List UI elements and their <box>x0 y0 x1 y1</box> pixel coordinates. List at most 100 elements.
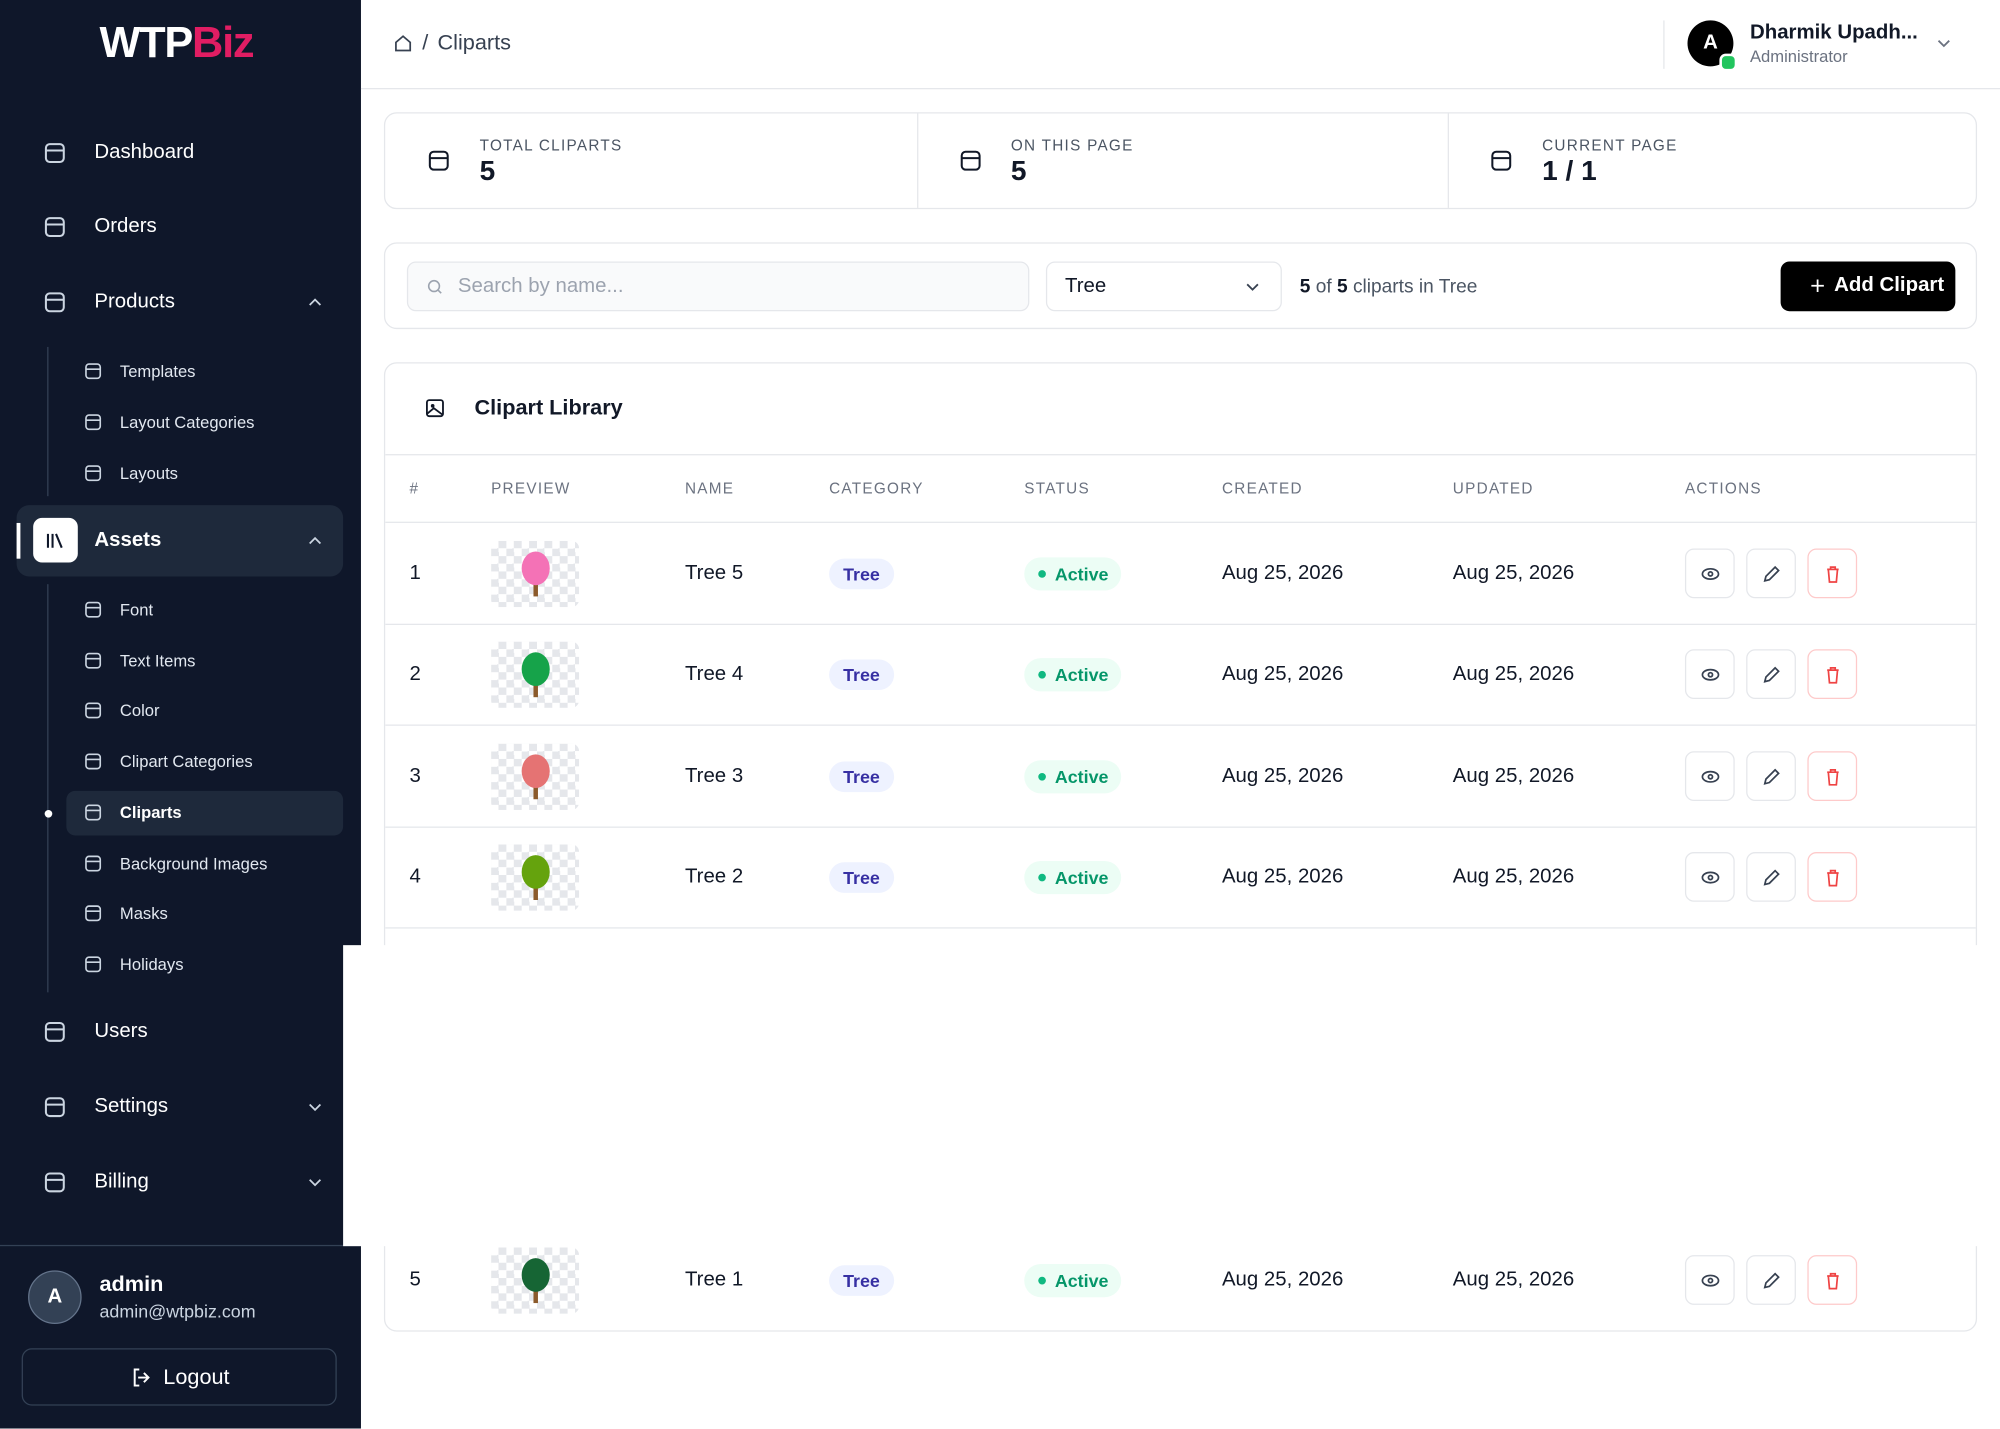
icon <box>85 753 102 770</box>
icon <box>85 363 102 380</box>
created-date: Aug 25, 2026 <box>1221 765 1344 787</box>
add-clipart-button[interactable]: Add Clipart <box>1780 261 1956 312</box>
edit-button[interactable] <box>1746 548 1796 599</box>
header-divider <box>385 521 1976 523</box>
subnav-item[interactable]: Templates <box>119 361 196 381</box>
category-select[interactable]: Tree <box>1045 261 1282 312</box>
icon <box>1491 150 1512 171</box>
result-part: of <box>1315 276 1337 298</box>
created-date: Aug 25, 2026 <box>1221 866 1344 888</box>
view-button[interactable] <box>1684 649 1735 699</box>
result-part: cliparts in Tree <box>1352 276 1478 298</box>
edit-button[interactable] <box>1746 649 1796 699</box>
column-header: # <box>409 479 420 498</box>
nav-item[interactable]: Billing <box>94 1170 149 1193</box>
icon <box>44 1021 65 1042</box>
breadcrumb-current: Cliparts <box>437 30 512 55</box>
row-divider <box>385 826 1976 828</box>
subnav-item[interactable]: Color <box>119 700 160 721</box>
clipart-name: Tree 3 <box>684 765 744 787</box>
subnav-item[interactable]: Background Images <box>119 853 268 874</box>
icon <box>85 652 102 669</box>
category-badge: Tree <box>829 558 894 590</box>
created-date: Aug 25, 2026 <box>1221 562 1344 585</box>
subnav-item[interactable]: Masks <box>119 903 168 923</box>
subnav-item[interactable]: Layout Categories <box>119 412 255 432</box>
nav-item[interactable]: Dashboard <box>94 141 195 164</box>
category-badge: Tree <box>829 862 894 893</box>
edit-button[interactable] <box>1746 1255 1796 1305</box>
view-button[interactable] <box>1684 751 1735 802</box>
view-button[interactable] <box>1684 852 1735 902</box>
icon <box>85 465 102 482</box>
icon <box>44 217 65 237</box>
icon <box>1701 668 1720 681</box>
preview-thumbnail <box>491 540 580 608</box>
status-dot <box>1038 772 1046 781</box>
logo-main: WTP <box>99 18 193 67</box>
icon <box>1827 869 1839 887</box>
icon <box>1763 666 1780 683</box>
tree-line <box>47 584 49 993</box>
subnav-item[interactable]: Holidays <box>119 954 184 974</box>
nav-item[interactable]: Users <box>94 1020 148 1043</box>
nav-item[interactable]: Settings <box>94 1095 169 1118</box>
created-date: Aug 25, 2026 <box>1221 663 1344 685</box>
active-icon-bg <box>33 517 78 563</box>
icon <box>521 1258 550 1304</box>
subnav-item[interactable]: Cliparts <box>119 802 182 823</box>
add-clipart-label: Add Clipart <box>1834 274 1945 296</box>
icon <box>1827 769 1839 786</box>
subnav-item[interactable]: Text Items <box>119 651 196 671</box>
sidebar-divider <box>0 1244 361 1247</box>
nav-item[interactable]: Assets <box>94 529 162 552</box>
stat-label: ON THIS PAGE <box>1010 136 1134 155</box>
category-badge: Tree <box>829 659 894 691</box>
subnav-item[interactable]: Clipart Categories <box>119 751 253 772</box>
delete-button[interactable] <box>1807 649 1858 699</box>
edit-button[interactable] <box>1746 751 1796 802</box>
title-divider <box>385 454 1976 456</box>
nav-item[interactable]: Orders <box>94 215 157 238</box>
view-button[interactable] <box>1684 548 1735 599</box>
status-dot <box>1038 873 1046 882</box>
subnav-item[interactable]: Font <box>119 600 154 620</box>
icon <box>309 536 322 545</box>
icon <box>44 292 65 313</box>
select-value: Tree <box>1065 275 1107 298</box>
icon <box>960 150 980 171</box>
active-indicator <box>16 522 21 559</box>
icon <box>85 601 102 618</box>
updated-date: Aug 25, 2026 <box>1452 765 1575 787</box>
active-dot <box>44 809 53 818</box>
result-part: 5 <box>1299 276 1316 298</box>
logout-button[interactable]: Logout <box>21 1348 337 1406</box>
delete-button[interactable] <box>1807 1255 1858 1305</box>
edit-button[interactable] <box>1746 852 1796 902</box>
view-button[interactable] <box>1684 1255 1735 1305</box>
logo: WTPBiz <box>99 18 254 68</box>
delete-button[interactable] <box>1807 751 1858 802</box>
icon <box>309 1179 322 1187</box>
preview-thumbnail <box>491 743 580 810</box>
icon <box>85 956 102 973</box>
icon <box>85 414 102 431</box>
blank-band <box>343 945 2000 1247</box>
stat-label: CURRENT PAGE <box>1542 136 1678 155</box>
table-title: Clipart Library <box>474 395 623 420</box>
search-input[interactable]: Search by name... <box>406 261 1030 312</box>
result-part: 5 <box>1336 276 1353 298</box>
icon <box>85 855 102 872</box>
updated-date: Aug 25, 2026 <box>1452 866 1575 888</box>
delete-button[interactable] <box>1807 852 1858 902</box>
subnav-item[interactable]: Layouts <box>119 463 178 483</box>
icon <box>521 652 550 698</box>
header-user-name: Dharmik Upadh... <box>1749 21 1918 44</box>
icon <box>1701 1274 1720 1287</box>
user-name: admin <box>99 1271 164 1296</box>
delete-button[interactable] <box>1807 548 1858 599</box>
nav-item[interactable]: Products <box>94 290 175 313</box>
icon <box>44 1097 65 1118</box>
row-number: 4 <box>409 866 421 888</box>
breadcrumb-separator: / <box>422 30 429 55</box>
